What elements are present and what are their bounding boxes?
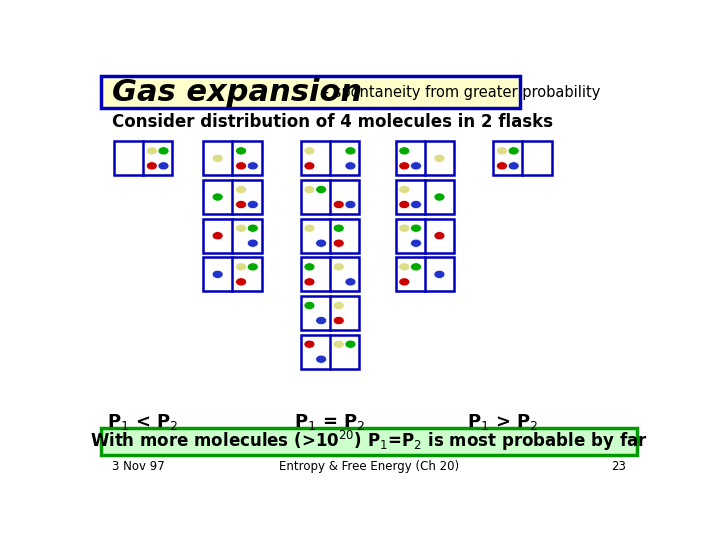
- Bar: [203, 258, 261, 292]
- Circle shape: [399, 263, 410, 271]
- Bar: [395, 180, 454, 214]
- Text: With more molecules (>10$^{20}$) P$_1$=P$_2$ is most probable by far: With more molecules (>10$^{20}$) P$_1$=P…: [90, 429, 648, 453]
- Text: P$_1$ > P$_2$: P$_1$ > P$_2$: [467, 413, 539, 433]
- Circle shape: [399, 185, 410, 194]
- Text: 23: 23: [611, 461, 626, 474]
- Circle shape: [247, 162, 258, 170]
- Circle shape: [399, 200, 410, 208]
- Circle shape: [212, 271, 223, 279]
- Circle shape: [304, 224, 315, 232]
- Circle shape: [399, 224, 410, 232]
- Text: P$_1$ < P$_2$: P$_1$ < P$_2$: [107, 413, 179, 433]
- Circle shape: [235, 147, 246, 155]
- Circle shape: [235, 162, 246, 170]
- Bar: [301, 296, 359, 330]
- Circle shape: [304, 263, 315, 271]
- Circle shape: [333, 263, 344, 271]
- Circle shape: [235, 200, 246, 208]
- Circle shape: [410, 162, 421, 170]
- Circle shape: [247, 200, 258, 208]
- Circle shape: [345, 200, 356, 208]
- Circle shape: [497, 162, 508, 170]
- Circle shape: [333, 239, 344, 247]
- Circle shape: [434, 271, 445, 279]
- Circle shape: [399, 147, 410, 155]
- Circle shape: [212, 154, 223, 163]
- Circle shape: [315, 355, 327, 363]
- Text: 3 Nov 97: 3 Nov 97: [112, 461, 165, 474]
- Circle shape: [333, 224, 344, 232]
- Circle shape: [315, 239, 327, 247]
- Bar: [301, 180, 359, 214]
- Circle shape: [434, 232, 445, 240]
- Circle shape: [304, 162, 315, 170]
- Circle shape: [247, 263, 258, 271]
- Circle shape: [333, 316, 344, 325]
- Text: Entropy & Free Energy (Ch 20): Entropy & Free Energy (Ch 20): [279, 461, 459, 474]
- Circle shape: [235, 224, 246, 232]
- Circle shape: [247, 239, 258, 247]
- Bar: [203, 141, 261, 176]
- Circle shape: [399, 162, 410, 170]
- Bar: [301, 258, 359, 292]
- Circle shape: [434, 154, 445, 163]
- Bar: [203, 180, 261, 214]
- Circle shape: [345, 162, 356, 170]
- Bar: [203, 219, 261, 253]
- Circle shape: [410, 239, 421, 247]
- Circle shape: [235, 185, 246, 194]
- Circle shape: [497, 147, 508, 155]
- Bar: [301, 335, 359, 369]
- Bar: [493, 141, 552, 176]
- Circle shape: [508, 147, 519, 155]
- Circle shape: [304, 301, 315, 309]
- Circle shape: [410, 200, 421, 208]
- Circle shape: [333, 200, 344, 208]
- Circle shape: [345, 278, 356, 286]
- Bar: [395, 258, 454, 292]
- Circle shape: [345, 147, 356, 155]
- Circle shape: [158, 162, 169, 170]
- Text: Consider distribution of 4 molecules in 2 flasks: Consider distribution of 4 molecules in …: [112, 113, 553, 131]
- Circle shape: [410, 263, 421, 271]
- Text: Gas expansion: Gas expansion: [112, 78, 363, 107]
- Circle shape: [235, 263, 246, 271]
- Circle shape: [410, 224, 421, 232]
- Text: - spontaneity from greater probability: - spontaneity from greater probability: [319, 85, 600, 100]
- Text: P$_1$ = P$_2$: P$_1$ = P$_2$: [294, 413, 366, 433]
- Circle shape: [212, 232, 223, 240]
- Circle shape: [399, 278, 410, 286]
- Circle shape: [304, 147, 315, 155]
- Circle shape: [146, 147, 157, 155]
- Circle shape: [345, 340, 356, 348]
- Bar: [395, 219, 454, 253]
- Circle shape: [158, 147, 169, 155]
- Bar: [301, 141, 359, 176]
- Circle shape: [304, 278, 315, 286]
- Circle shape: [508, 162, 519, 170]
- Circle shape: [212, 193, 223, 201]
- Circle shape: [434, 193, 445, 201]
- Bar: [114, 141, 172, 176]
- Bar: [301, 219, 359, 253]
- Bar: [101, 428, 636, 455]
- Circle shape: [304, 185, 315, 194]
- Circle shape: [315, 316, 327, 325]
- Circle shape: [247, 224, 258, 232]
- Circle shape: [304, 340, 315, 348]
- Bar: [395, 141, 454, 176]
- Bar: [101, 76, 520, 109]
- Circle shape: [146, 162, 157, 170]
- Circle shape: [235, 278, 246, 286]
- Circle shape: [333, 340, 344, 348]
- Circle shape: [333, 301, 344, 309]
- Circle shape: [315, 185, 327, 194]
